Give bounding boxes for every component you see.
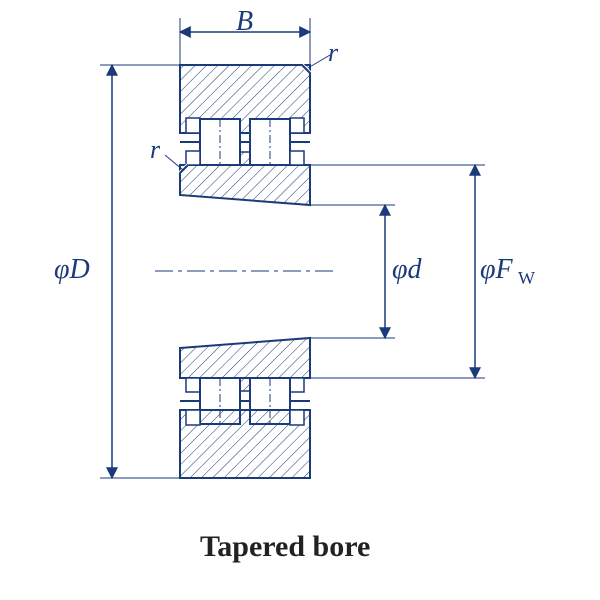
outer-ring-bottom: [180, 410, 310, 478]
leader-r-top: [308, 55, 330, 68]
diagram-svg: [0, 0, 600, 600]
leader-r-left: [165, 155, 183, 170]
label-phiD: φD: [54, 254, 90, 286]
bearing-diagram: B r r φD φd φF W Tapered bore: [0, 0, 600, 600]
label-phid: φd: [392, 254, 422, 286]
inner-ring-top: [180, 151, 310, 205]
caption: Tapered bore: [200, 530, 370, 564]
label-r-top: r: [328, 38, 338, 68]
label-phiFw: φF: [480, 254, 513, 286]
label-phiFw-sub: W: [518, 268, 535, 289]
label-r-left: r: [150, 135, 160, 165]
label-B: B: [236, 6, 253, 38]
